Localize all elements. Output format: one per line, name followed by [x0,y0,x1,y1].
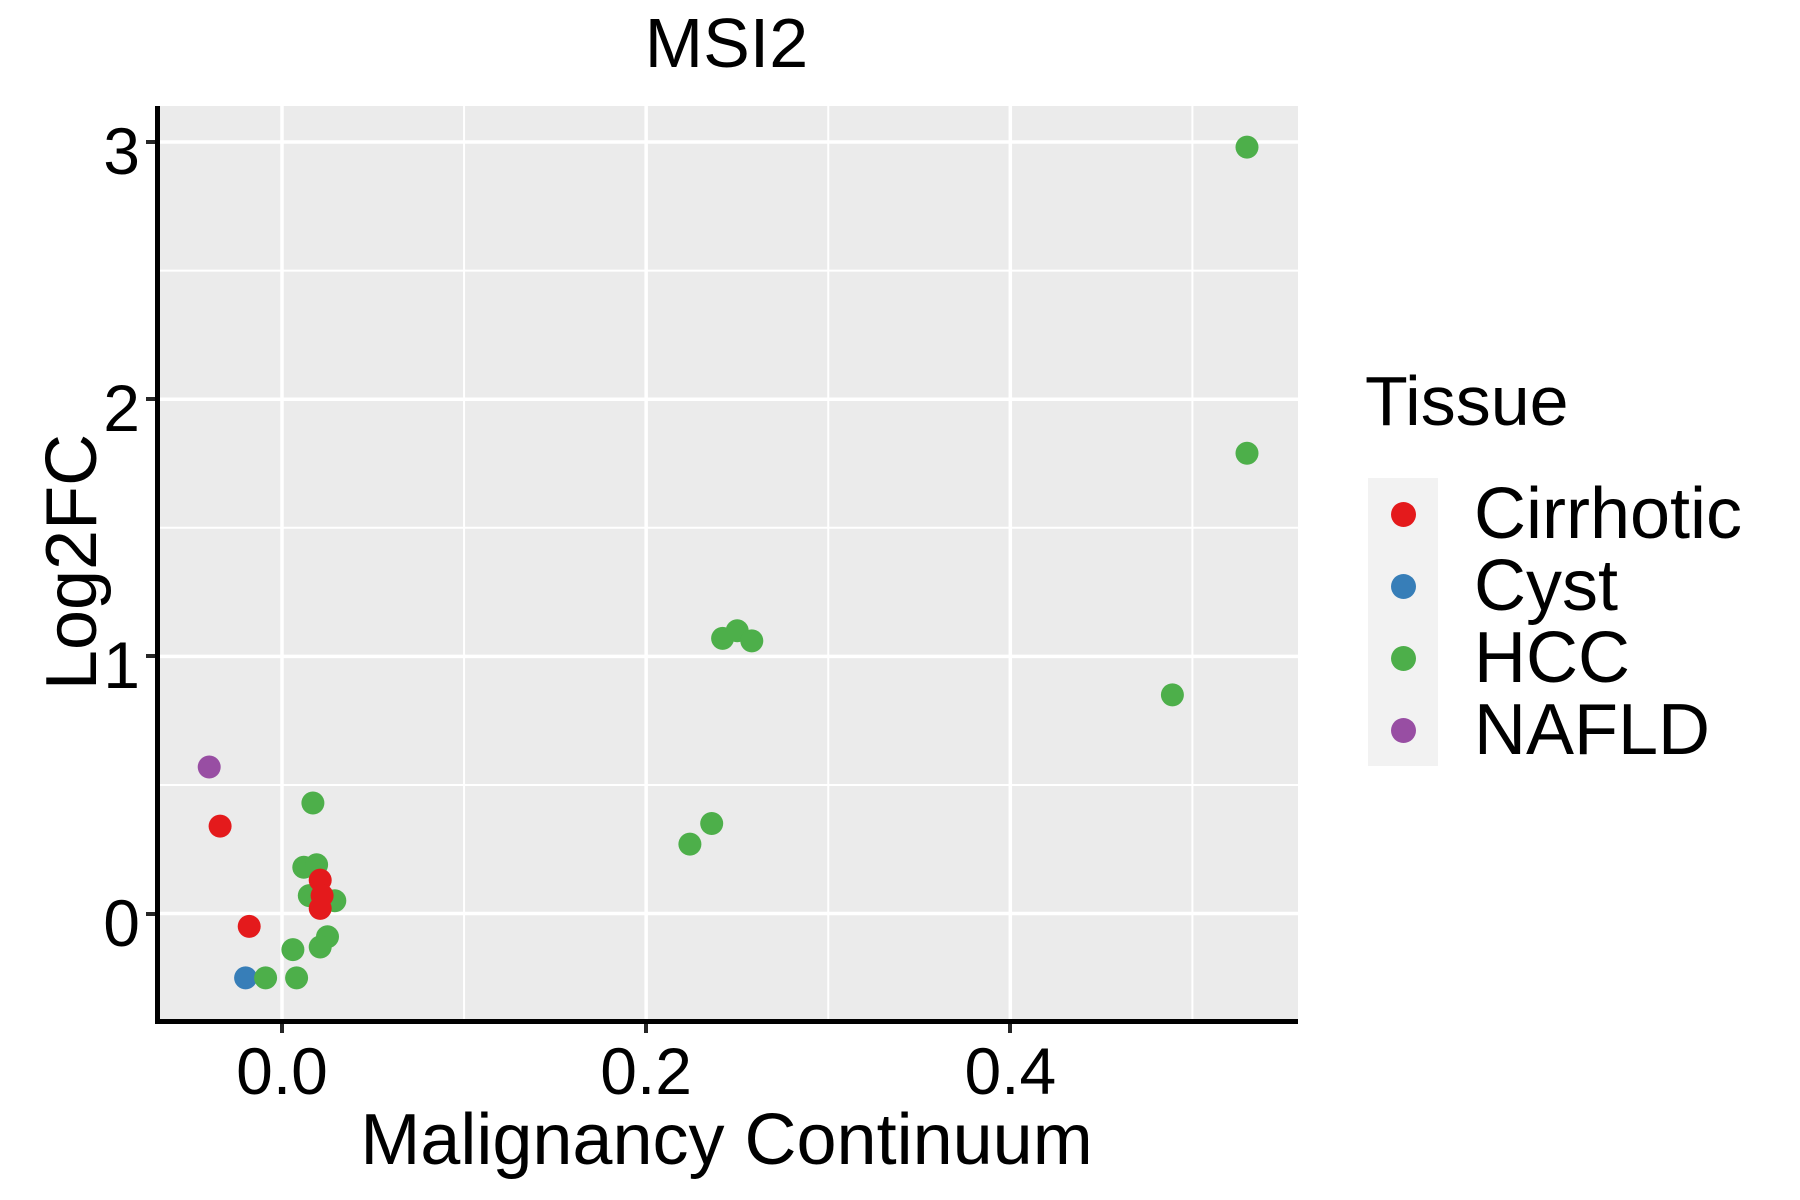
legend-label: Cyst [1474,546,1618,626]
x-tick-label: 0.4 [964,1034,1057,1108]
y-tick-label: 3 [103,114,140,188]
legend-row-hcc: HCC [1368,622,1742,694]
legend-label: HCC [1474,618,1630,698]
data-point-cirrhotic [237,914,261,938]
x-tick-mark [1008,1024,1013,1033]
data-point-cirrhotic [208,814,232,838]
legend-label: NAFLD [1474,690,1711,770]
data-point-cirrhotic [308,896,332,920]
legend: Tissue Cirrhotic Cyst HCC NAFLD [1365,366,1742,766]
legend-row-nafld: NAFLD [1368,694,1742,766]
x-tick-mark [644,1024,649,1033]
plot-panel [155,106,1298,1024]
legend-row-cirrhotic: Cirrhotic [1368,478,1742,550]
data-point-hcc [1235,135,1259,159]
y-tick-label: 2 [103,371,140,446]
legend-label: Cirrhotic [1474,474,1743,554]
legend-dot-icon [1390,717,1416,743]
legend-row-cyst: Cyst [1368,550,1742,622]
data-point-hcc [740,629,764,653]
x-tick-label: 0.0 [236,1034,328,1108]
data-point-cyst [234,966,258,990]
data-point-hcc [700,812,724,835]
legend-dot-icon [1390,573,1416,599]
legend-dot-icon [1390,501,1416,527]
legend-key [1368,478,1438,550]
plot-title: MSI2 [644,4,809,82]
data-point-nafld [197,755,221,779]
data-point-hcc [254,966,278,990]
legend-key [1368,550,1438,622]
data-point-hcc [308,935,332,959]
scatter-plot-canvas [160,106,1298,1019]
x-tick-mark [279,1024,284,1033]
x-axis-title: Malignancy Continuum [360,1100,1093,1180]
data-point-hcc [285,966,309,990]
y-tick-mark [146,140,155,144]
y-tick-mark [146,911,155,916]
legend-key [1368,694,1438,766]
y-tick-label: 1 [103,628,140,703]
x-tick-label: 0.2 [600,1034,693,1108]
y-tick-label: 0 [103,885,140,960]
y-tick-mark [146,654,155,659]
data-point-hcc [301,791,325,815]
legend-key [1368,622,1438,694]
y-tick-mark [146,397,155,402]
legend-dot-icon [1390,645,1416,671]
data-point-hcc [678,832,702,856]
data-point-hcc [1160,683,1184,707]
legend-title: Tissue [1365,362,1569,440]
data-point-hcc [1235,441,1259,465]
legend-items: Cirrhotic Cyst HCC NAFLD [1368,478,1742,766]
data-point-hcc [281,938,305,962]
